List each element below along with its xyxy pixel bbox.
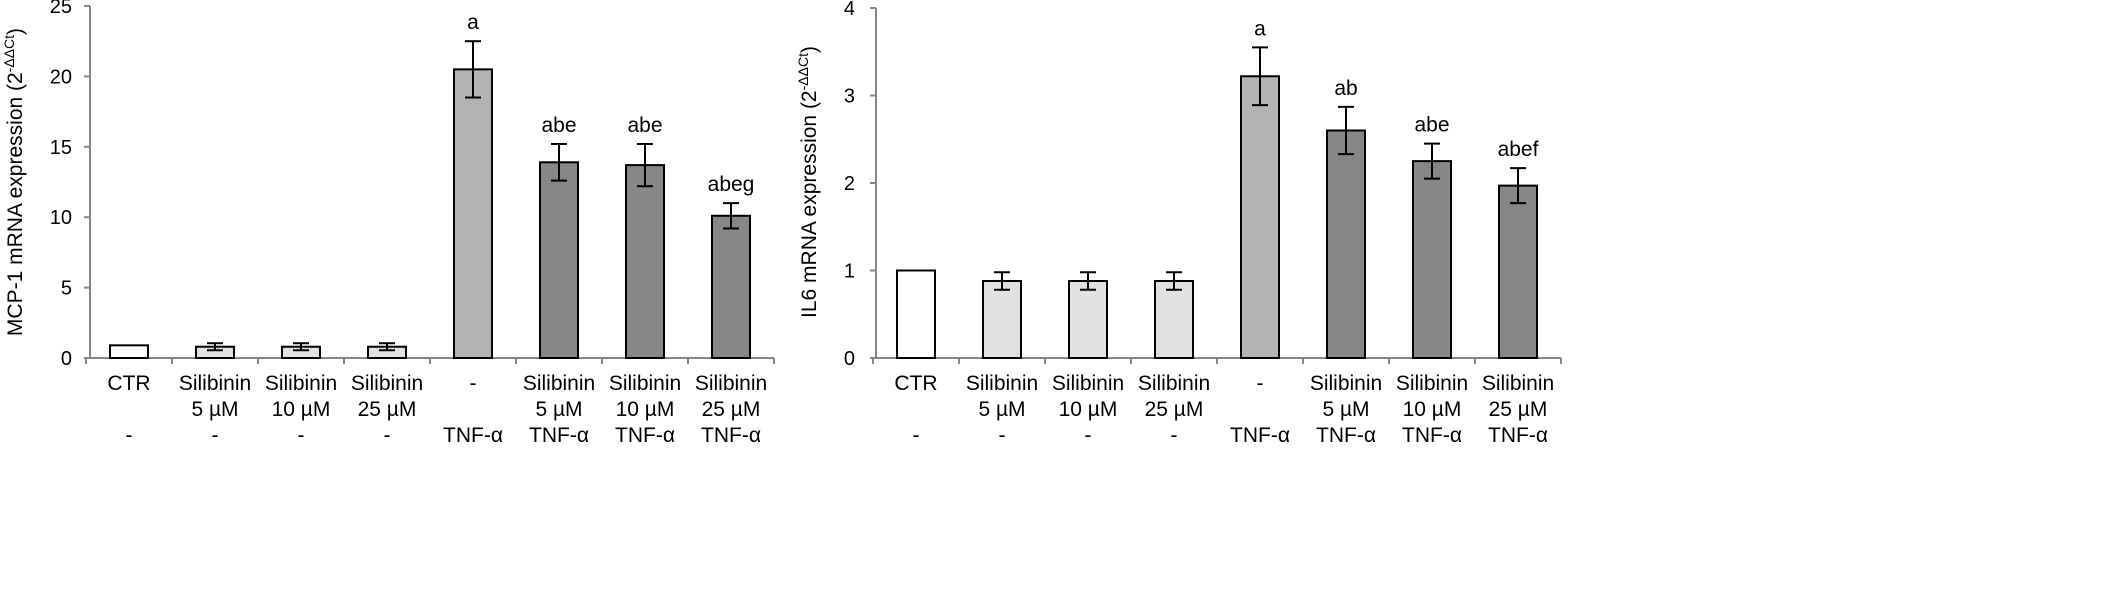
significance-label: abe — [541, 114, 576, 137]
category-label: Silibinin — [966, 372, 1038, 395]
bar — [1240, 75, 1280, 359]
y-axis-label-main: IL6 mRNA expression (2 — [798, 90, 821, 318]
category-label: Silibinin — [351, 372, 423, 395]
y-tick-label: 0 — [61, 348, 72, 370]
significance-label: abe — [1414, 114, 1449, 137]
category-label: 10 µM — [1403, 398, 1462, 421]
category-label: Silibinin — [523, 372, 595, 395]
y-tick-label: 15 — [50, 137, 72, 159]
y-axis-label: IL6 mRNA expression (2-ΔΔCt) — [795, 46, 821, 318]
category-label: Silibinin — [1396, 372, 1468, 395]
category-label: CTR — [107, 372, 150, 395]
category-label: TNF-α — [1402, 424, 1462, 447]
category-label: TNF-α — [615, 424, 675, 447]
y-tick-label: 4 — [844, 0, 855, 20]
category-label: TNF-α — [1316, 424, 1376, 447]
category-label: - — [212, 424, 219, 447]
category-label: 10 µM — [1059, 398, 1118, 421]
chart-2: 0 1 2 3 4 IL6 mRNA expression (2-ΔΔCt) CTR - Sil… — [795, 0, 1562, 447]
category-label: - — [1085, 424, 1092, 447]
bar — [625, 164, 665, 359]
category-label: Silibinin — [265, 372, 337, 395]
bar — [1068, 280, 1108, 359]
y-axis-label-close: ) — [4, 28, 27, 35]
significance-label: a — [467, 11, 479, 34]
y-tick-label: 1 — [844, 261, 855, 283]
significance-label: abeg — [708, 173, 755, 196]
significance-label: ab — [1334, 77, 1357, 100]
category-label: 25 µM — [358, 398, 417, 421]
y-axis-label-superscript: -ΔΔCt — [1, 35, 17, 72]
bar — [539, 161, 579, 359]
category-label: Silibinin — [1052, 372, 1124, 395]
significance-label: a — [1254, 17, 1266, 40]
category-label: - — [384, 424, 391, 447]
y-tick-label: 5 — [61, 278, 72, 300]
category-label: 25 µM — [1145, 398, 1204, 421]
category-label: - — [999, 424, 1006, 447]
y-tick-label: 25 — [50, 0, 72, 18]
category-label: TNF-α — [1488, 424, 1548, 447]
category-label: Silibinin — [1138, 372, 1210, 395]
category-label: 5 µM — [191, 398, 238, 421]
category-label: TNF-α — [701, 424, 761, 447]
bar — [453, 68, 493, 360]
category-label: 25 µM — [702, 398, 761, 421]
category-label: 10 µM — [616, 398, 675, 421]
chart-1: 0 5 10 15 20 25 MCP-1 mRNA expression (2-ΔΔCt)… — [1, 0, 775, 447]
category-label: - — [298, 424, 305, 447]
y-axis-label-close: ) — [798, 46, 821, 53]
y-tick-label: 2 — [844, 173, 855, 195]
category-label: Silibinin — [609, 372, 681, 395]
y-axis-label: MCP-1 mRNA expression (2-ΔΔCt) — [1, 28, 27, 336]
significance-label: abef — [1498, 138, 1539, 161]
category-label: 5 µM — [535, 398, 582, 421]
y-axis-label-main: MCP-1 mRNA expression (2 — [4, 72, 27, 336]
bar — [1154, 280, 1194, 359]
category-label: TNF-α — [443, 424, 503, 447]
significance-label: abe — [627, 114, 662, 137]
category-label: - — [1257, 372, 1264, 395]
y-tick-label: 3 — [844, 86, 855, 108]
category-label: - — [126, 424, 133, 447]
bar — [1412, 160, 1452, 359]
y-tick-label: 10 — [50, 207, 72, 229]
category-label: 25 µM — [1489, 398, 1548, 421]
bar — [711, 214, 751, 359]
bar — [982, 280, 1022, 359]
category-label: Silibinin — [695, 372, 767, 395]
category-label: TNF-α — [1230, 424, 1290, 447]
bar — [1326, 129, 1366, 359]
bar — [109, 344, 149, 360]
category-label: - — [1171, 424, 1178, 447]
category-label: Silibinin — [1482, 372, 1554, 395]
bar — [1498, 184, 1538, 359]
category-label: CTR — [894, 372, 937, 395]
category-label: TNF-α — [529, 424, 589, 447]
bar — [896, 269, 936, 359]
category-label: - — [913, 424, 920, 447]
category-label: 5 µM — [978, 398, 1025, 421]
category-label: 10 µM — [272, 398, 331, 421]
y-tick-label: 0 — [844, 348, 855, 370]
category-label: Silibinin — [179, 372, 251, 395]
category-label: - — [470, 372, 477, 395]
category-label: Silibinin — [1310, 372, 1382, 395]
category-label: 5 µM — [1322, 398, 1369, 421]
y-axis-label-superscript: -ΔΔCt — [795, 53, 811, 90]
y-tick-label: 20 — [50, 66, 72, 88]
